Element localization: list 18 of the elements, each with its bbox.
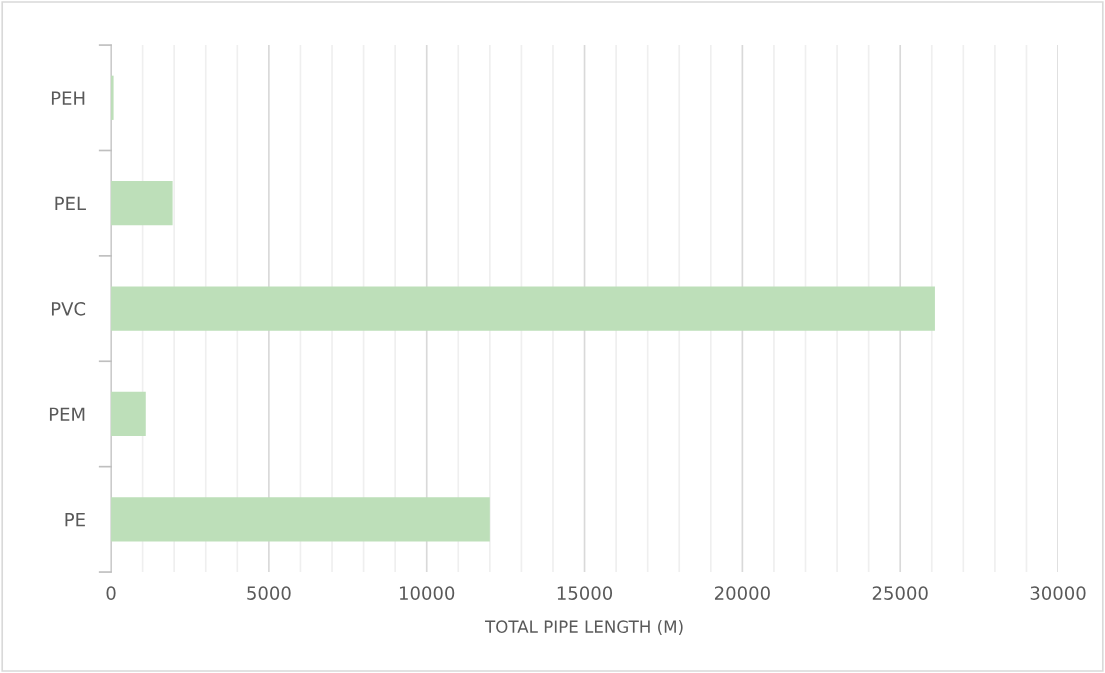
x-axis-title: TOTAL PIPE LENGTH (M) — [484, 620, 683, 635]
bar — [111, 391, 146, 437]
x-tick-label: 30000 — [1030, 586, 1086, 600]
y-tick-label: PEM — [49, 407, 85, 421]
y-tick-label: PE — [65, 513, 85, 527]
bar — [111, 75, 114, 120]
y-tick-label: PVC — [51, 302, 86, 316]
x-tick-label: 5000 — [247, 586, 291, 600]
x-tick-label: 20000 — [714, 586, 770, 600]
x-tick-label: 0 — [106, 586, 116, 600]
y-tick-label: PEH — [51, 91, 85, 105]
bar — [111, 181, 173, 226]
y-tick-label: PEL — [55, 196, 86, 211]
bar — [111, 286, 935, 331]
x-tick-label: 10000 — [399, 586, 455, 600]
x-tick-label: 15000 — [557, 586, 613, 600]
x-tick-label: 25000 — [872, 586, 928, 600]
bar — [111, 497, 490, 542]
